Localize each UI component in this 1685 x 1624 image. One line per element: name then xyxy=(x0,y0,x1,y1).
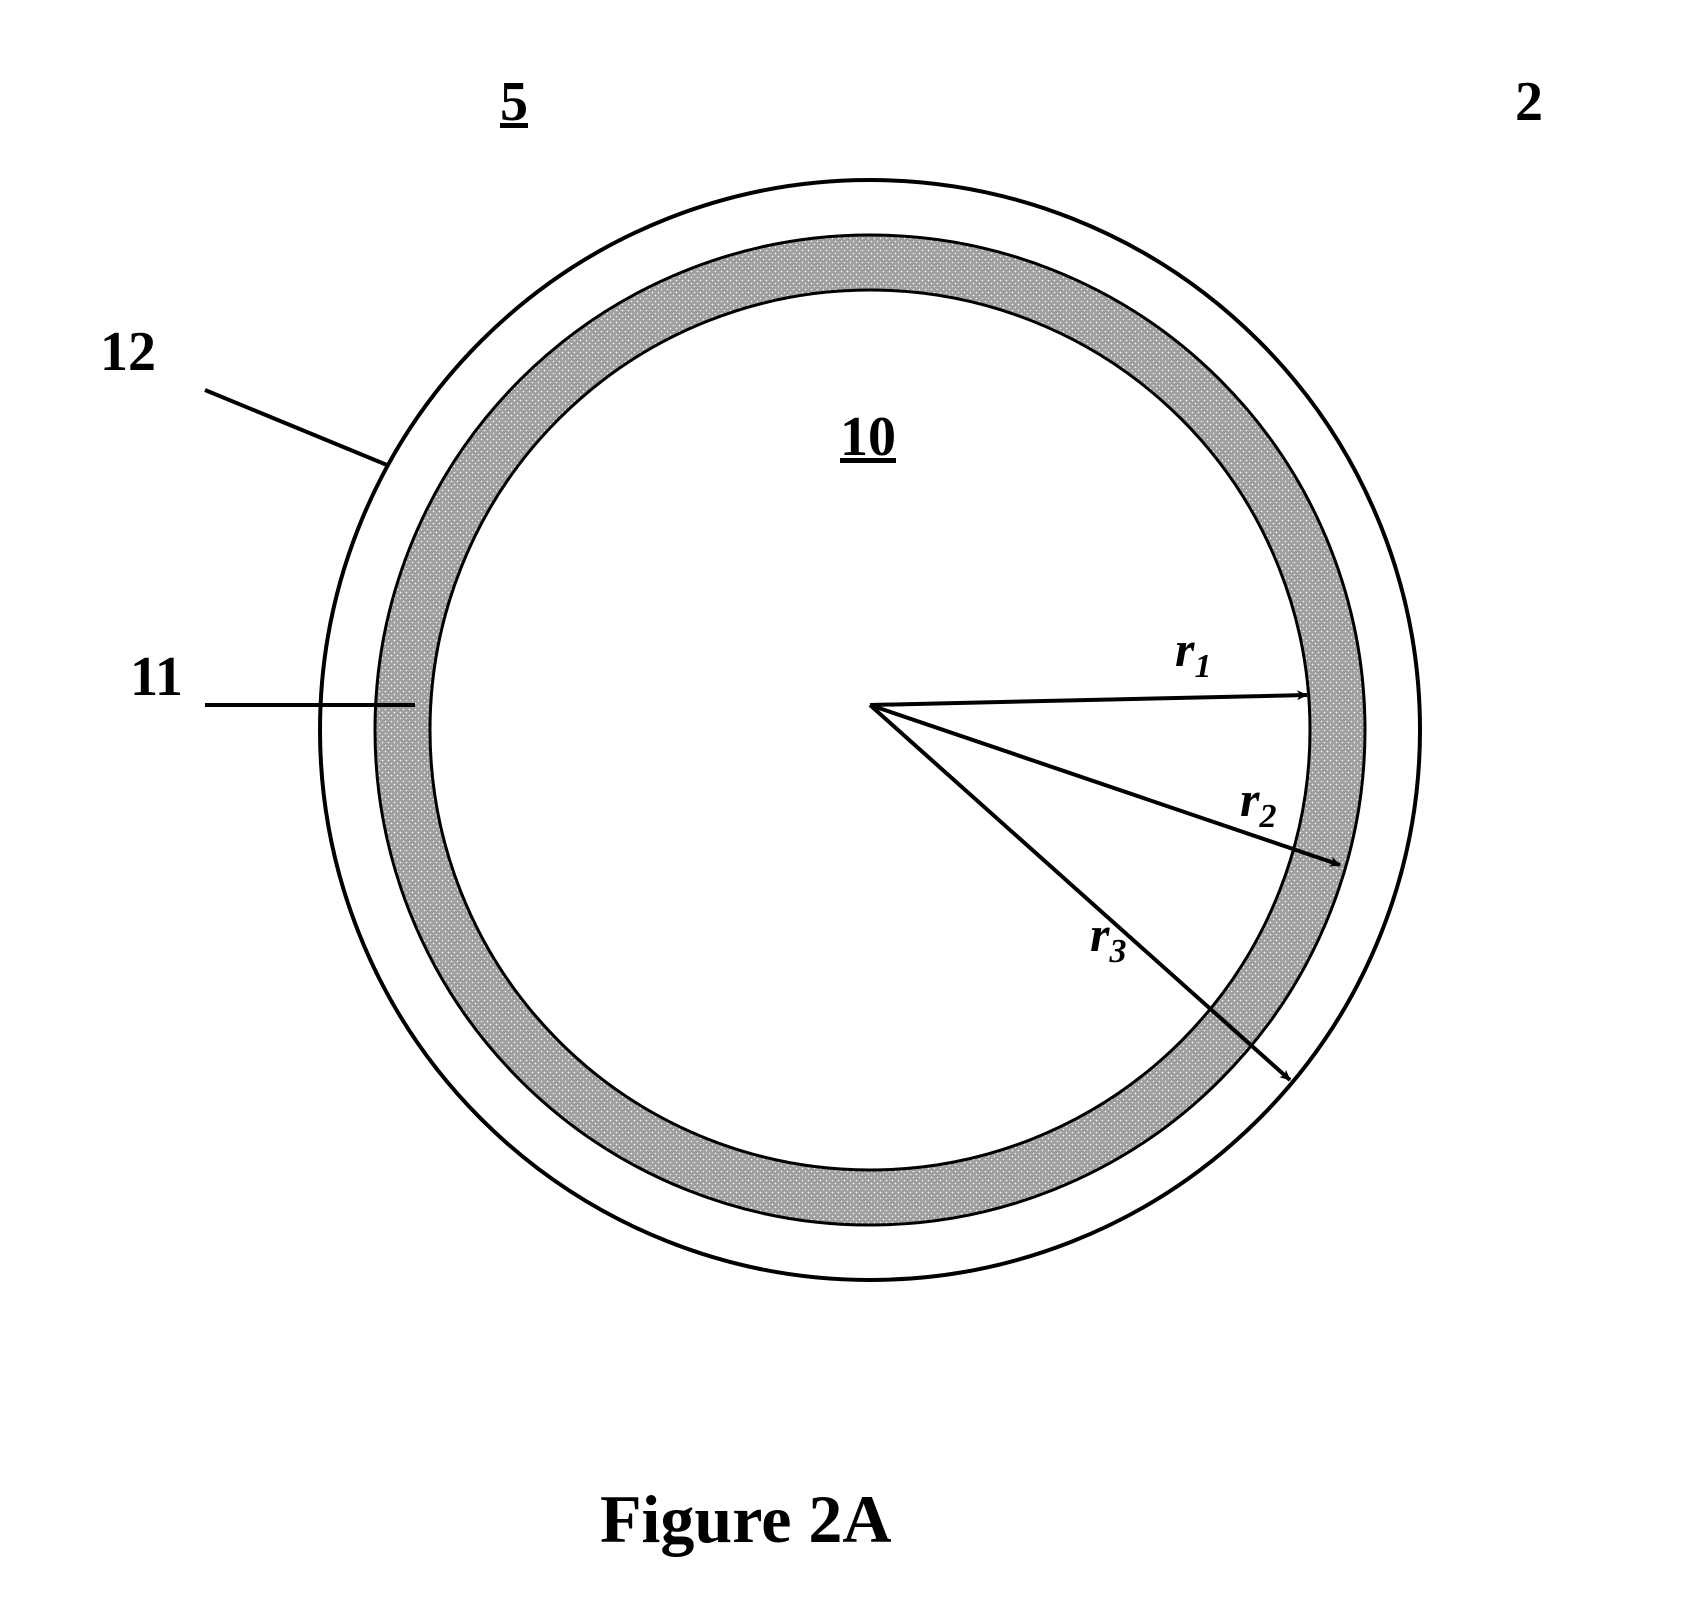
arrow-r1 xyxy=(870,695,1307,705)
diagram-svg xyxy=(0,0,1685,1624)
figure-caption: Figure 2A xyxy=(600,1480,892,1559)
page-ref-2: 2 xyxy=(1515,70,1543,134)
r1-sub: 1 xyxy=(1194,648,1211,685)
leader-line-12 xyxy=(205,390,387,465)
ref-label-11: 11 xyxy=(130,645,183,709)
radius-label-r3: r3 xyxy=(1090,905,1126,971)
outer-circle xyxy=(320,180,1420,1280)
r2-base: r xyxy=(1240,771,1259,827)
radius-label-r1: r1 xyxy=(1175,620,1211,686)
ref-label-10: 10 xyxy=(840,405,896,469)
arrow-r3 xyxy=(870,705,1290,1080)
radius-label-r2: r2 xyxy=(1240,770,1276,836)
figure-ref-5: 5 xyxy=(500,70,528,134)
r3-sub: 3 xyxy=(1109,933,1126,970)
r1-base: r xyxy=(1175,621,1194,677)
ref-label-12: 12 xyxy=(100,320,156,384)
r3-base: r xyxy=(1090,906,1109,962)
ring-annulus xyxy=(375,235,1365,1225)
r2-sub: 2 xyxy=(1259,798,1276,835)
